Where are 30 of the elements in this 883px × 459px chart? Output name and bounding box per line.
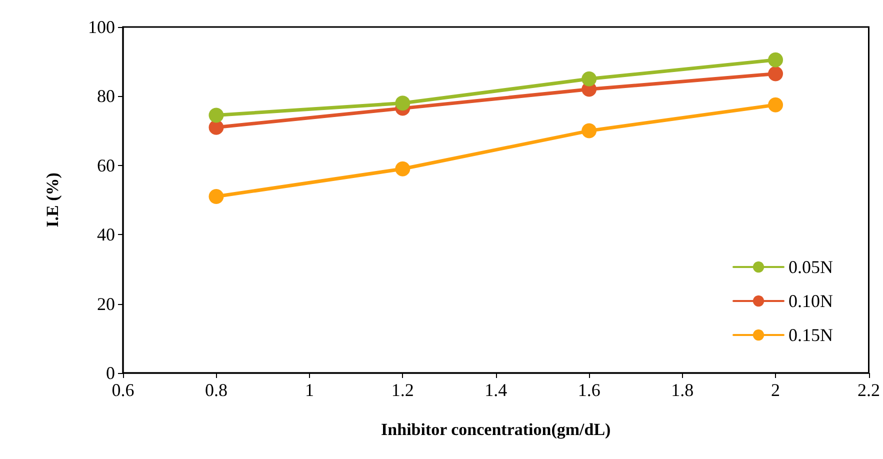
x-tick-label: 2 bbox=[771, 380, 780, 400]
x-tick-label: 0.6 bbox=[112, 380, 134, 400]
legend-label: 0.05N bbox=[788, 257, 833, 277]
x-tick-label: 0.8 bbox=[204, 380, 228, 400]
point bbox=[768, 52, 784, 68]
y-tick-label: 60 bbox=[97, 155, 115, 176]
point bbox=[208, 108, 224, 123]
y-tick-label: 40 bbox=[97, 224, 115, 245]
point bbox=[208, 189, 224, 204]
point bbox=[395, 161, 410, 176]
y-axis-title: I.E (%) bbox=[43, 172, 62, 228]
legend-label: 0.15N bbox=[788, 325, 833, 345]
point bbox=[395, 96, 410, 111]
x-tick-label: 1 bbox=[304, 380, 314, 400]
point bbox=[582, 123, 597, 138]
point bbox=[768, 66, 784, 82]
x-axis-title: Inhibitor concentration(gm/dL) bbox=[381, 420, 611, 439]
x-tick-label: 1.2 bbox=[391, 380, 414, 400]
y-tick-label: 100 bbox=[88, 17, 115, 37]
x-tick-label: 2.2 bbox=[858, 380, 880, 400]
y-tick-label: 0 bbox=[106, 363, 115, 383]
y-tick-label: 20 bbox=[97, 294, 115, 314]
point bbox=[582, 71, 597, 86]
x-tick-label: 1.4 bbox=[484, 380, 508, 400]
legend-label: 0.10N bbox=[788, 291, 833, 311]
x-tick-label: 1.6 bbox=[578, 380, 600, 400]
point bbox=[768, 97, 784, 112]
point bbox=[208, 120, 224, 135]
y-tick-label: 80 bbox=[97, 86, 115, 106]
x-tick-label: 1.8 bbox=[671, 380, 694, 400]
